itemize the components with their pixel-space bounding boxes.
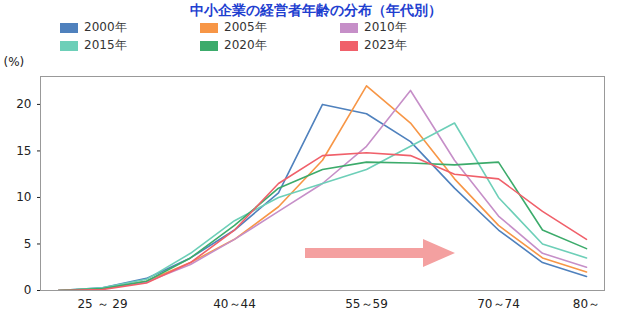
html-text:2023年: 2023年 [364, 38, 407, 52]
svg-text:80～: 80～ [573, 297, 600, 311]
svg-text:70～74: 70～74 [477, 297, 520, 311]
svg-text:20: 20 [16, 97, 31, 111]
svg-text:15: 15 [16, 144, 31, 158]
svg-text:55～59: 55～59 [345, 297, 388, 311]
html-text:2000年: 2000年 [84, 20, 127, 34]
svg-text:40～44: 40～44 [213, 297, 256, 311]
svg-text:5: 5 [24, 237, 32, 251]
html-text:2020年: 2020年 [224, 38, 267, 52]
html-text:2010年: 2010年 [364, 20, 407, 34]
svg-text:25 ～ 29: 25 ～ 29 [77, 297, 127, 311]
html-text:中小企業の経営者年齢の分布（年代別）: 中小企業の経営者年齢の分布（年代別） [190, 2, 442, 18]
svg-text:10: 10 [16, 190, 31, 204]
svg-text:0: 0 [24, 283, 32, 297]
svg-text:(%): (%) [4, 55, 25, 69]
html-text:2005年: 2005年 [224, 20, 267, 34]
html-text:2015年: 2015年 [84, 38, 127, 52]
